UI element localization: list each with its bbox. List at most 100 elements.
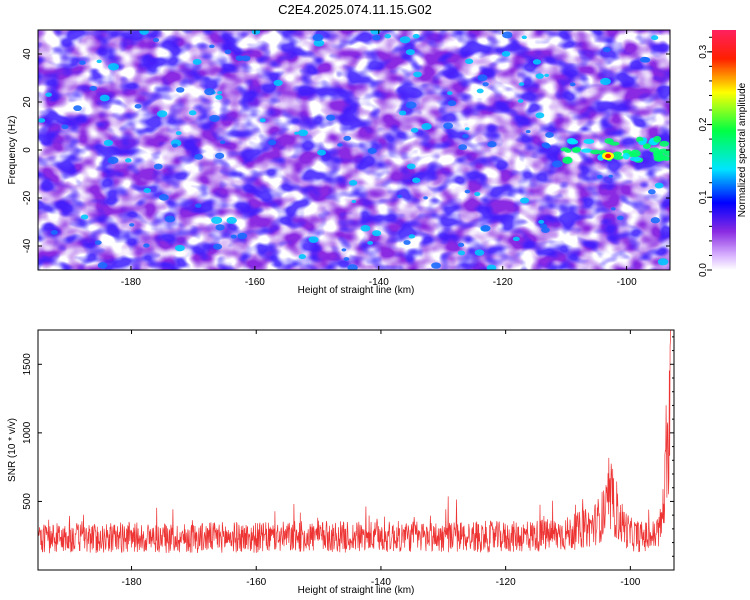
spectrogram-spot — [298, 254, 306, 260]
spectrogram-spot — [351, 199, 357, 203]
spectrogram-spot — [525, 129, 531, 134]
figure-title: C2E4.2025.074.11.15.G02 — [278, 2, 432, 17]
spectrogram-band-spot — [571, 147, 582, 152]
spectrogram-spot — [398, 110, 407, 116]
spectrogram-spot — [326, 114, 336, 121]
spectrogram-band-spot — [612, 155, 624, 160]
spectrogram-spot — [152, 38, 160, 43]
spectrogram-spot — [367, 240, 374, 245]
spectrogram-spot — [214, 152, 225, 159]
spectrogram-spot — [608, 174, 614, 178]
spectrogram-spot — [251, 30, 261, 35]
spectrogram-x-tick-label: -160 — [245, 277, 265, 288]
spectrogram-spot — [651, 35, 659, 41]
spectrogram-spot — [45, 92, 52, 97]
spectrogram-spot — [487, 141, 497, 148]
spectrogram-spot — [213, 243, 223, 250]
spectrogram-spot — [341, 248, 347, 252]
spectrogram-spot — [657, 258, 669, 266]
spectrogram-spot — [648, 189, 656, 195]
spectrogram-spot — [294, 131, 299, 135]
spectrogram-spot — [480, 225, 491, 232]
spectrogram-spot — [406, 163, 416, 170]
spectrogram-spot — [501, 51, 511, 57]
spectrogram-x-tick-label: -100 — [617, 277, 637, 288]
snr-x-tick-label: -120 — [496, 577, 516, 588]
spectrogram-spot — [219, 140, 226, 145]
spectrogram-spot — [312, 33, 324, 42]
spectrogram-spot — [421, 122, 432, 130]
spectrogram-spot — [50, 230, 58, 235]
spectrogram-spot — [465, 58, 474, 65]
snr-y-axis-label: SNR (10 * v/v) — [7, 418, 18, 482]
snr-frame — [37, 329, 675, 571]
spectrogram-spot — [175, 131, 182, 136]
spectrogram-spot — [403, 240, 411, 245]
spectrogram-spot — [343, 135, 352, 141]
spectrogram-spot — [367, 147, 377, 154]
spectrogram-spot — [192, 58, 202, 65]
spectrogram-spot — [259, 118, 266, 123]
spectrogram-spot — [103, 139, 114, 147]
spectrogram-peak — [605, 153, 612, 159]
spectrogram-spot — [176, 87, 185, 93]
spectrogram-band-spot — [659, 140, 670, 147]
spectrogram-spot — [194, 203, 202, 208]
spectrogram-spot — [97, 262, 108, 269]
spectrogram-y-tick-label: 0 — [22, 147, 33, 153]
spectrogram-spot — [535, 73, 544, 79]
spectrogram-band-spot — [581, 148, 593, 153]
spectrogram-spot — [347, 264, 358, 270]
spectrogram-spot — [226, 216, 237, 224]
spectrogram-band-spot — [612, 151, 622, 157]
spectrogram-y-tick-label: 20 — [22, 96, 33, 108]
spectrogram-spot — [153, 163, 163, 170]
spectrogram-band-spot — [638, 140, 647, 146]
spectrogram-spot — [224, 49, 232, 55]
spectrogram-band-spot — [642, 143, 651, 149]
spectrogram-hot-spots — [38, 30, 670, 270]
spectrogram-band-spot — [590, 149, 602, 155]
spectrogram-band-spot — [583, 138, 595, 145]
spectrogram-spot — [521, 35, 527, 40]
spectrogram-spot — [650, 217, 660, 224]
spectrogram-spot — [458, 144, 468, 151]
spectrogram-spot — [397, 194, 403, 199]
spectrogram-spot — [241, 55, 251, 62]
spectrogram-spot — [209, 44, 215, 49]
spectrogram-spot — [423, 196, 428, 200]
spectrogram-spot — [107, 63, 120, 71]
snr-x-tick-label: -140 — [371, 577, 391, 588]
spectrogram-spot — [125, 158, 132, 163]
spectrogram-spot — [447, 91, 453, 95]
spectrogram-spot — [38, 118, 46, 123]
spectrogram-spot — [194, 153, 204, 160]
spectrogram-spot — [405, 49, 415, 56]
spectrogram-band-spot — [629, 156, 642, 162]
spectrogram-spot — [464, 189, 471, 194]
spectrogram-spot — [204, 88, 215, 96]
spectrogram-spot — [408, 234, 416, 239]
colorbar-ticks: 0.0 0.1 0.2 0.3 — [698, 36, 712, 277]
spectrogram-spot — [517, 99, 524, 103]
spectrogram-band-spot — [565, 156, 572, 162]
spectrogram-spot — [313, 39, 325, 47]
spectrogram-spot — [512, 236, 520, 242]
spectrogram-spot — [431, 262, 441, 269]
spectrogram-x-tick-label: -140 — [369, 277, 389, 288]
colorbar-tick-label: 0.0 — [698, 263, 709, 277]
spectrogram-spot — [99, 94, 110, 102]
colorbar-tick-label: 0.3 — [698, 44, 709, 58]
spectrogram-spot — [171, 143, 178, 148]
spectrogram-spot — [552, 160, 563, 168]
spectrogram-spot — [215, 224, 225, 231]
spectrogram-spot — [616, 215, 624, 221]
spectrogram-spot — [410, 127, 419, 133]
spectrogram-spot — [96, 59, 102, 64]
spectrogram-spot — [405, 101, 417, 109]
spectrogram-spot — [372, 34, 381, 41]
spectrogram-band-spot — [658, 148, 669, 154]
spectrogram-spot — [360, 225, 371, 232]
spectrogram-y-ticks: -40 -20 0 20 40 — [22, 48, 670, 253]
